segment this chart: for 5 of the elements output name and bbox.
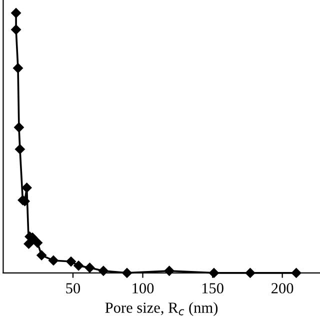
x-axis-title: Pore size, R$_{c}$ (nm) [105, 302, 218, 316]
x-tick-label: 150 [202, 283, 224, 294]
x-tick-label: 100 [132, 283, 154, 294]
x-tick-label: 50 [66, 283, 80, 294]
x-tick-label: 200 [272, 283, 294, 294]
